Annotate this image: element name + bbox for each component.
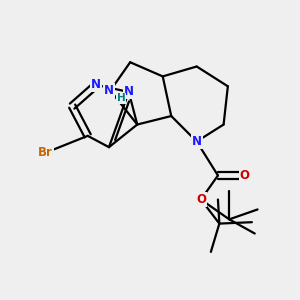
Text: H: H [117,94,125,103]
Text: N: N [192,135,202,148]
Text: O: O [240,169,250,182]
Text: N: N [104,84,114,97]
Text: O: O [196,193,206,206]
Text: N: N [124,85,134,98]
Text: Br: Br [38,146,53,159]
Text: N: N [91,78,101,92]
